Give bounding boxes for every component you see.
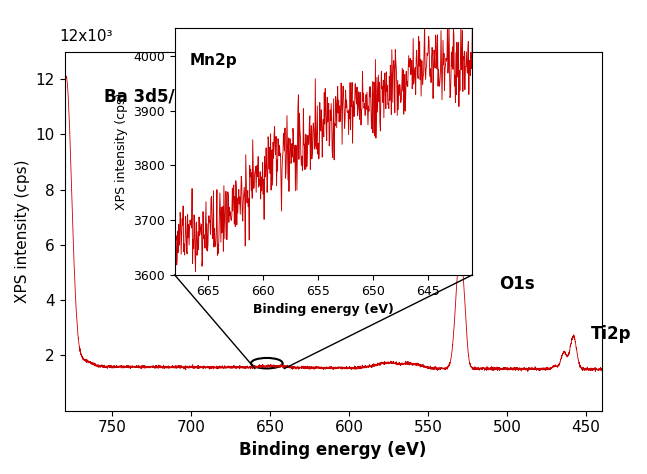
Text: Mn2p: Mn2p [190, 54, 237, 68]
Text: Ba 3d5/2: Ba 3d5/2 [104, 87, 186, 105]
Y-axis label: XPS intensity (cps): XPS intensity (cps) [15, 159, 30, 303]
Text: Ti2p: Ti2p [591, 325, 631, 343]
Text: 12x10³: 12x10³ [59, 29, 113, 45]
Text: O1s: O1s [499, 275, 534, 293]
X-axis label: Binding energy (eV): Binding energy (eV) [253, 303, 394, 316]
X-axis label: Binding energy (eV): Binding energy (eV) [239, 441, 427, 459]
Y-axis label: XPS intensity (cps): XPS intensity (cps) [115, 93, 127, 210]
